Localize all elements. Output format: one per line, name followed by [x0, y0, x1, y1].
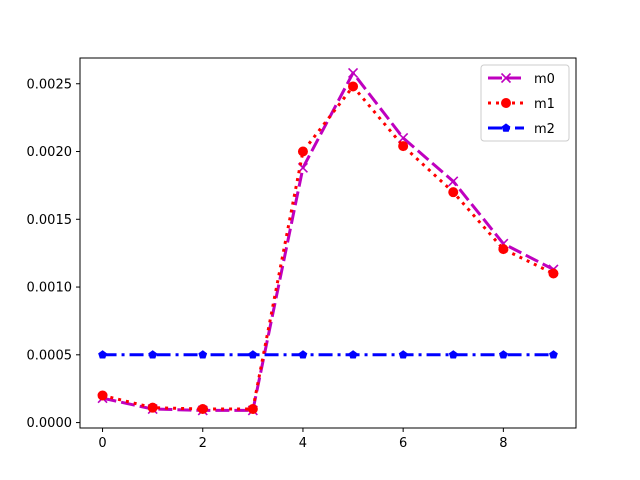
series-m2-point-0: [98, 350, 107, 359]
series-m1-point-4: [297, 146, 308, 157]
series-m1-point-0: [97, 390, 108, 401]
x-tick-label: 0: [98, 436, 106, 451]
series-m2-point-1: [148, 350, 158, 359]
series-m2-point-6: [398, 350, 408, 359]
series-m2-point-3: [248, 350, 258, 359]
y-axis: 0.0000 0.0005 0.0010 0.0015 0.0020 0.0025: [27, 77, 80, 431]
series-m1-point-1: [147, 402, 158, 413]
y-tick-label: 0.0025: [27, 77, 73, 92]
series-m0-point-5: [347, 67, 359, 78]
legend-item-m0: m0: [488, 72, 555, 87]
series-m2-point-8: [498, 350, 508, 359]
plot-area: [97, 67, 559, 416]
legend-box: [480, 64, 570, 142]
y-tick-label: 0.0015: [27, 213, 73, 228]
axes-frame: [79, 57, 577, 429]
series-m1-point-7: [448, 187, 459, 198]
series-m1-line: [102, 84, 555, 411]
y-tick-label: 0.0000: [27, 416, 73, 431]
legend-m1-point-legend: [501, 98, 511, 108]
legend: m0 m1 m2: [480, 64, 570, 142]
series-m0-line: [102, 71, 555, 412]
series-m1-point-5: [348, 81, 359, 92]
x-tick-label: 4: [299, 436, 307, 451]
series-m1-point-6: [398, 141, 409, 152]
series-m1-point-9: [548, 268, 559, 279]
series-m2-point-2: [198, 350, 208, 359]
series-m1-point-2: [197, 404, 208, 415]
series-m2: [98, 350, 558, 359]
legend-label: m2: [534, 122, 555, 137]
x-axis: 0 2 4 6 8: [98, 428, 507, 451]
x-tick-label: 8: [499, 436, 507, 451]
y-tick-label: 0.0020: [27, 145, 73, 160]
series-m1: [97, 81, 559, 415]
series-m2-point-9: [549, 350, 558, 359]
series-m1-point-8: [498, 244, 509, 255]
series-m2-point-7: [448, 350, 458, 359]
series-m2-point-4: [298, 350, 308, 359]
series-m0-point-7: [448, 176, 459, 187]
legend-label: m0: [534, 72, 555, 87]
y-tick-label: 0.0010: [27, 281, 73, 296]
legend-item-m1: m1: [488, 97, 555, 112]
legend-label: m1: [534, 97, 555, 112]
series-m2-point-5: [348, 350, 358, 359]
x-tick-label: 2: [199, 436, 207, 451]
legend-m2-point-legend: [501, 123, 511, 132]
y-tick-label: 0.0005: [27, 348, 73, 363]
legend-item-m2: m2: [488, 122, 555, 137]
series-m1-point-3: [247, 404, 258, 415]
x-tick-label: 6: [399, 436, 407, 451]
legend-m0-point-legend: [500, 72, 512, 84]
